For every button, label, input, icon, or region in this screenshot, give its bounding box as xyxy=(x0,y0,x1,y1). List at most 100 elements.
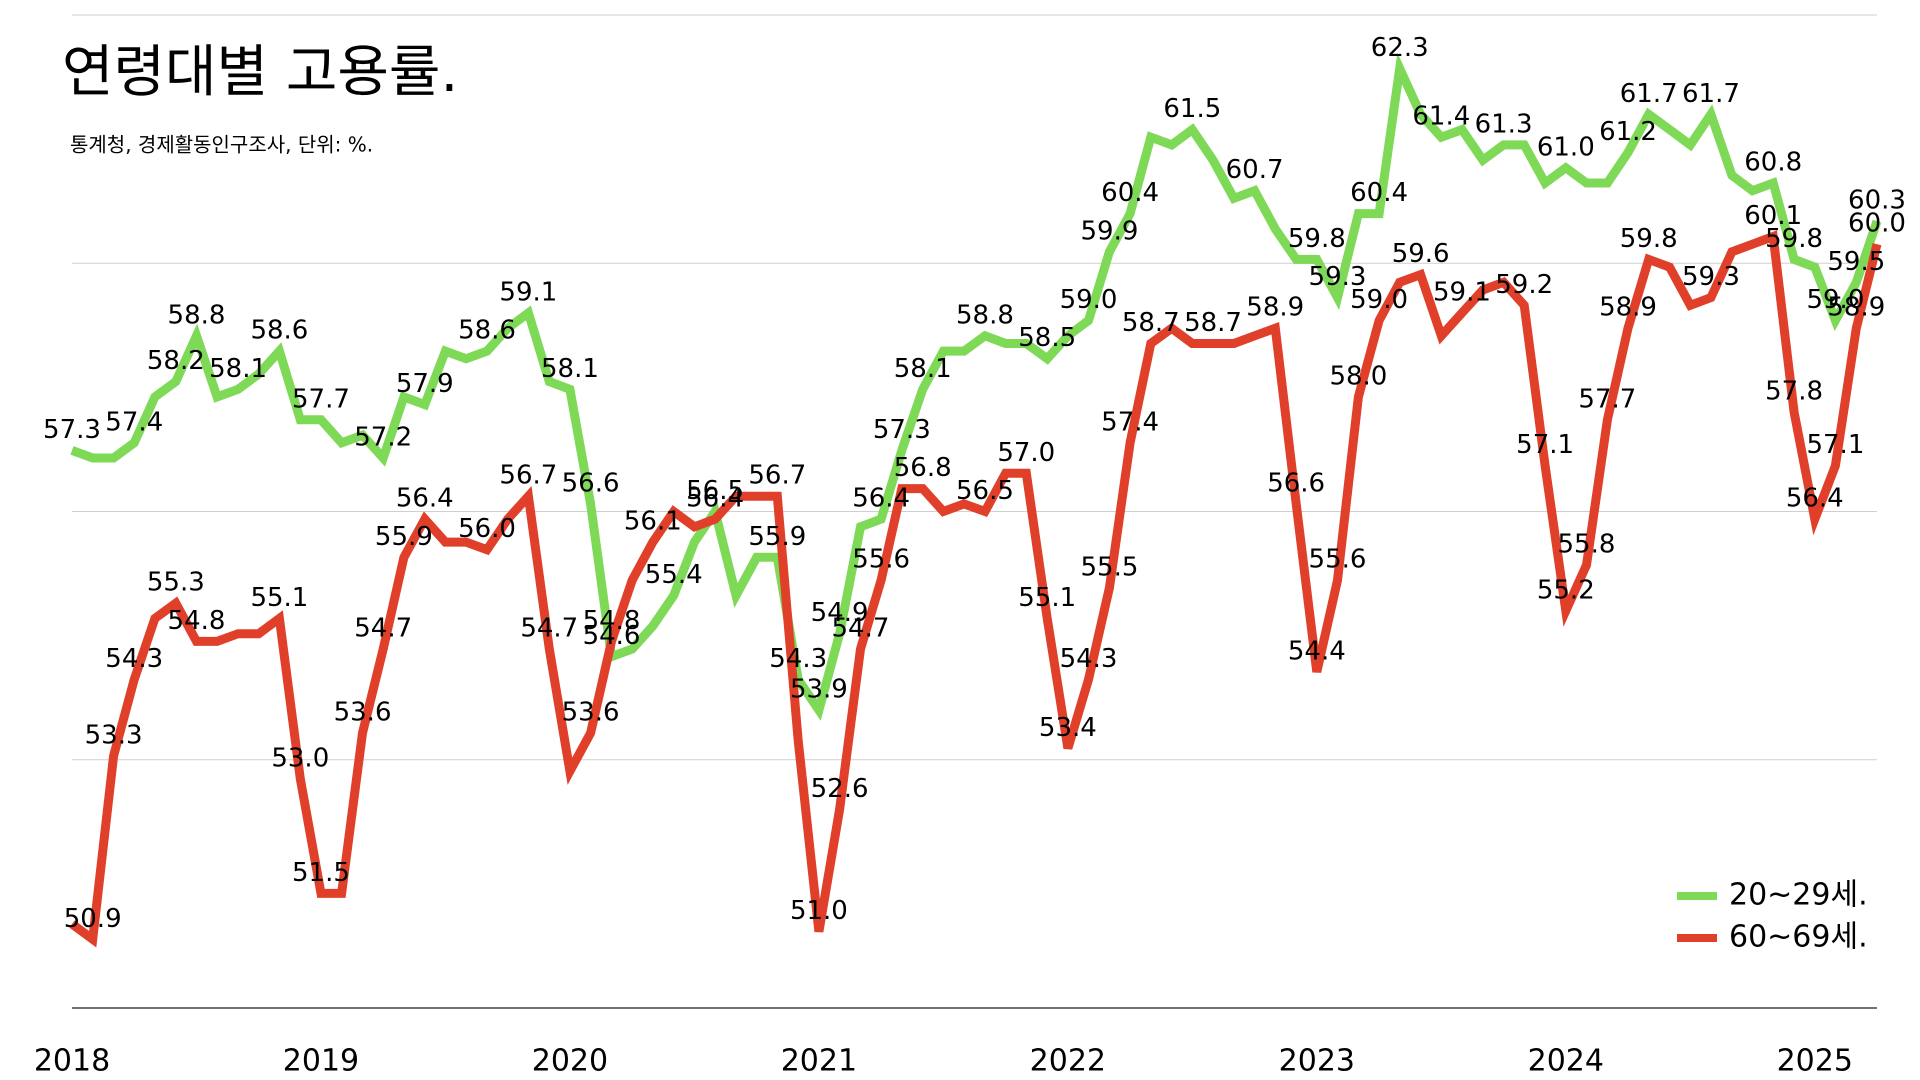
data-label: 58.6 xyxy=(458,316,516,346)
data-label: 53.4 xyxy=(1039,713,1097,743)
legend-label: 20~29세. xyxy=(1729,878,1868,913)
data-label: 59.0 xyxy=(1806,285,1864,315)
data-label: 53.6 xyxy=(334,698,392,728)
data-label: 57.2 xyxy=(354,423,412,453)
data-label: 61.3 xyxy=(1475,109,1533,139)
data-label: 57.4 xyxy=(1101,407,1159,437)
data-label: 54.9 xyxy=(811,598,869,628)
data-label: 59.1 xyxy=(499,277,557,307)
data-label: 56.5 xyxy=(686,476,744,506)
x-tick-label: 2024 xyxy=(1528,1044,1604,1079)
data-label: 58.8 xyxy=(168,300,226,330)
data-label: 57.1 xyxy=(1806,430,1864,460)
data-label: 50.9 xyxy=(64,904,122,934)
data-label: 61.4 xyxy=(1412,102,1470,132)
data-label: 60.0 xyxy=(1848,209,1906,239)
data-label: 62.3 xyxy=(1371,33,1429,63)
data-label: 59.3 xyxy=(1682,262,1740,292)
data-label: 55.1 xyxy=(1018,583,1076,613)
data-label: 59.0 xyxy=(1350,285,1408,315)
legend-label: 60~69세. xyxy=(1729,920,1868,955)
data-label: 53.6 xyxy=(562,698,620,728)
data-label: 58.7 xyxy=(1122,308,1180,338)
data-label: 59.8 xyxy=(1765,224,1823,254)
data-label: 57.0 xyxy=(997,438,1055,468)
chart-subtitle: 통계청, 경제활동인구조사, 단위: %. xyxy=(70,133,373,157)
data-label: 58.0 xyxy=(1329,361,1387,391)
data-label: 58.7 xyxy=(1184,308,1242,338)
data-label: 56.6 xyxy=(1267,468,1325,498)
data-label: 56.4 xyxy=(1786,484,1844,514)
data-label: 55.1 xyxy=(250,583,308,613)
x-tick-label: 2019 xyxy=(283,1044,359,1079)
data-label: 60.7 xyxy=(1226,155,1284,185)
data-label: 56.4 xyxy=(396,484,454,514)
data-label: 61.2 xyxy=(1599,117,1657,147)
data-label: 57.3 xyxy=(43,415,101,445)
data-label: 59.5 xyxy=(1827,247,1885,277)
data-label: 57.7 xyxy=(292,384,350,414)
data-label: 54.4 xyxy=(1288,636,1346,666)
data-label: 58.1 xyxy=(541,354,599,384)
data-label: 60.1 xyxy=(1744,201,1802,231)
data-label: 58.1 xyxy=(209,354,267,384)
data-label: 52.6 xyxy=(811,774,869,804)
data-label: 59.9 xyxy=(1080,216,1138,246)
data-label: 53.3 xyxy=(85,720,143,750)
data-label: 59.2 xyxy=(1495,270,1553,300)
data-label: 55.8 xyxy=(1558,529,1616,559)
data-label: 57.9 xyxy=(396,369,454,399)
data-label: 55.4 xyxy=(645,560,703,590)
data-label: 56.6 xyxy=(562,468,620,498)
data-label: 60.8 xyxy=(1744,148,1802,178)
data-label: 53.0 xyxy=(271,743,329,773)
data-label: 61.5 xyxy=(1163,94,1221,124)
data-label: 51.5 xyxy=(292,858,350,888)
x-tick-label: 2018 xyxy=(34,1044,110,1079)
data-label: 57.3 xyxy=(873,415,931,445)
data-label: 59.6 xyxy=(1392,239,1450,269)
data-label: 58.1 xyxy=(894,354,952,384)
data-label: 55.9 xyxy=(748,522,806,552)
data-label: 54.7 xyxy=(520,613,578,643)
data-label: 58.9 xyxy=(1599,293,1657,323)
data-label: 54.3 xyxy=(769,644,827,674)
data-label: 57.7 xyxy=(1578,384,1636,414)
x-tick-label: 2022 xyxy=(1030,1044,1106,1079)
data-label: 60.4 xyxy=(1101,178,1159,208)
data-label: 59.0 xyxy=(1060,285,1118,315)
data-label: 56.8 xyxy=(894,453,952,483)
data-label: 56.7 xyxy=(499,461,557,491)
data-label: 55.2 xyxy=(1537,575,1595,605)
data-label: 60.3 xyxy=(1848,186,1906,216)
data-label: 56.4 xyxy=(686,484,744,514)
series-line xyxy=(70,52,1882,721)
data-label: 54.8 xyxy=(168,606,226,636)
data-label: 56.5 xyxy=(956,476,1014,506)
data-label: 58.8 xyxy=(956,300,1014,330)
data-label: 61.0 xyxy=(1537,132,1595,162)
data-label: 53.9 xyxy=(790,675,848,705)
data-label: 55.9 xyxy=(375,522,433,552)
data-label: 57.1 xyxy=(1516,430,1574,460)
data-label: 60.4 xyxy=(1350,178,1408,208)
data-label: 58.6 xyxy=(250,316,308,346)
data-label: 55.5 xyxy=(1080,552,1138,582)
x-tick-label: 2023 xyxy=(1279,1044,1355,1079)
series-line xyxy=(69,230,1882,948)
data-label: 57.8 xyxy=(1765,377,1823,407)
data-label: 61.7 xyxy=(1620,79,1678,109)
data-label: 59.3 xyxy=(1309,262,1367,292)
data-label: 54.8 xyxy=(583,606,641,636)
data-label: 58.9 xyxy=(1827,293,1885,323)
data-label: 58.2 xyxy=(147,346,205,376)
data-label: 54.6 xyxy=(583,621,641,651)
data-label: 54.7 xyxy=(832,613,890,643)
data-label: 58.9 xyxy=(1246,293,1304,323)
data-label: 59.8 xyxy=(1288,224,1346,254)
data-label: 56.0 xyxy=(458,514,516,544)
x-tick-label: 2021 xyxy=(781,1044,857,1079)
data-label: 55.3 xyxy=(147,568,205,598)
